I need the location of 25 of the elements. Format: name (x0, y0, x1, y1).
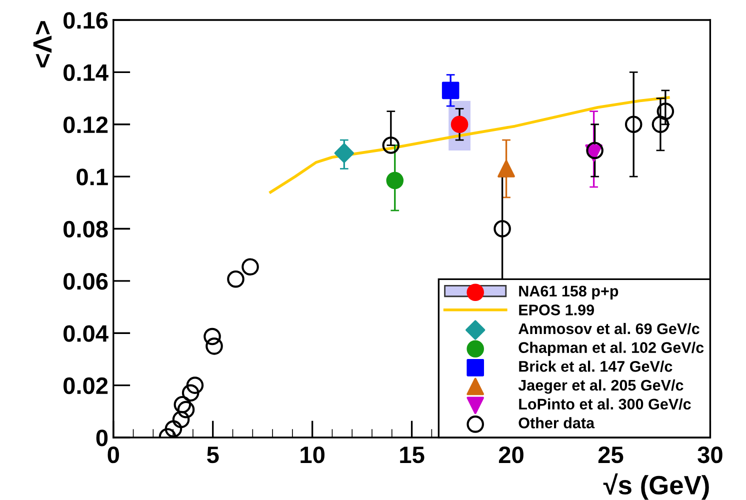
x-tick-label: 15 (400, 446, 424, 464)
legend-label: Chapman et al. 102 GeV/c (518, 342, 704, 356)
legend-label: EPOS 1.99 (519, 304, 594, 316)
x-tick-label: 5 (207, 446, 219, 464)
y-tick-label: 0.06 (64, 273, 108, 290)
y-tick-label: 0.12 (64, 116, 108, 134)
y-tick-label: 0 (96, 430, 108, 446)
y-tick-label: 0.02 (64, 377, 108, 394)
x-tick-label: 20 (498, 446, 524, 464)
legend-label: NA61 158 p+p (519, 286, 618, 300)
x-tick-label: 30 (698, 446, 722, 464)
legend-label: Brick et al. 147 GeV/c (519, 360, 672, 372)
legend-label: Jaeger et al. 205 GeV/c (518, 379, 684, 394)
legend-label: LoPinto et al. 300 GeV/c (519, 398, 691, 410)
y-tick-label: 0.08 (64, 220, 108, 238)
x-tick-label: 10 (300, 446, 324, 464)
legend-label: Other data (518, 417, 595, 428)
x-axis-title: √s (GeV) (603, 473, 709, 500)
legend-label: Ammosov et al. 69 GeV/c (518, 322, 700, 334)
x-tick-label: 25 (598, 446, 624, 464)
y-tick-label: 0.1 (76, 168, 108, 186)
y-tick-label: 0.04 (64, 325, 108, 342)
y-tick-label: 0.16 (64, 12, 108, 29)
y-axis-title: <Λ> (33, 21, 52, 68)
y-tick-label: 0.14 (64, 64, 108, 81)
